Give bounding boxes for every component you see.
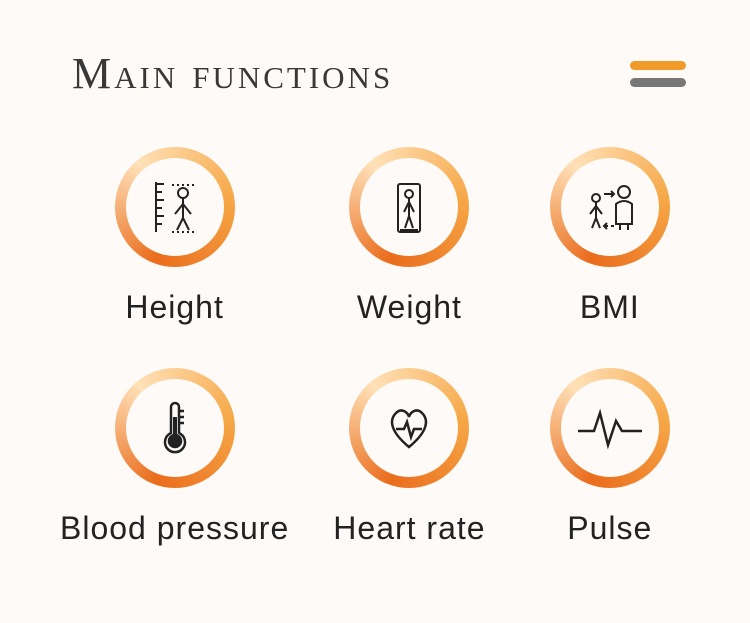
height-measure-icon bbox=[144, 176, 206, 238]
heartbeat-icon bbox=[378, 397, 440, 459]
function-label: Height bbox=[125, 289, 224, 326]
function-label: Weight bbox=[357, 289, 462, 326]
icon-ring bbox=[115, 368, 235, 488]
function-label: Pulse bbox=[567, 510, 652, 547]
function-heart-rate[interactable]: Heart rate bbox=[329, 368, 489, 547]
icon-ring bbox=[550, 368, 670, 488]
function-blood-pressure[interactable]: Blood pressure bbox=[60, 368, 289, 547]
pulse-wave-icon bbox=[574, 397, 646, 459]
function-bmi[interactable]: BMI bbox=[530, 147, 690, 326]
functions-grid: Height Weight bbox=[0, 99, 750, 547]
menu-bar-icon bbox=[630, 61, 686, 70]
function-height[interactable]: Height bbox=[60, 147, 289, 326]
function-pulse[interactable]: Pulse bbox=[530, 368, 690, 547]
function-weight[interactable]: Weight bbox=[329, 147, 489, 326]
function-label: Blood pressure bbox=[60, 510, 289, 547]
icon-ring bbox=[349, 368, 469, 488]
icon-ring bbox=[115, 147, 235, 267]
body-compare-icon bbox=[576, 176, 644, 238]
page-title: Main functions bbox=[72, 48, 393, 99]
thermometer-icon bbox=[144, 397, 206, 459]
icon-ring bbox=[349, 147, 469, 267]
menu-bar-icon bbox=[630, 78, 686, 87]
menu-button[interactable] bbox=[630, 61, 686, 87]
weight-scale-icon bbox=[378, 176, 440, 238]
icon-ring bbox=[550, 147, 670, 267]
function-label: BMI bbox=[580, 289, 640, 326]
function-label: Heart rate bbox=[333, 510, 485, 547]
